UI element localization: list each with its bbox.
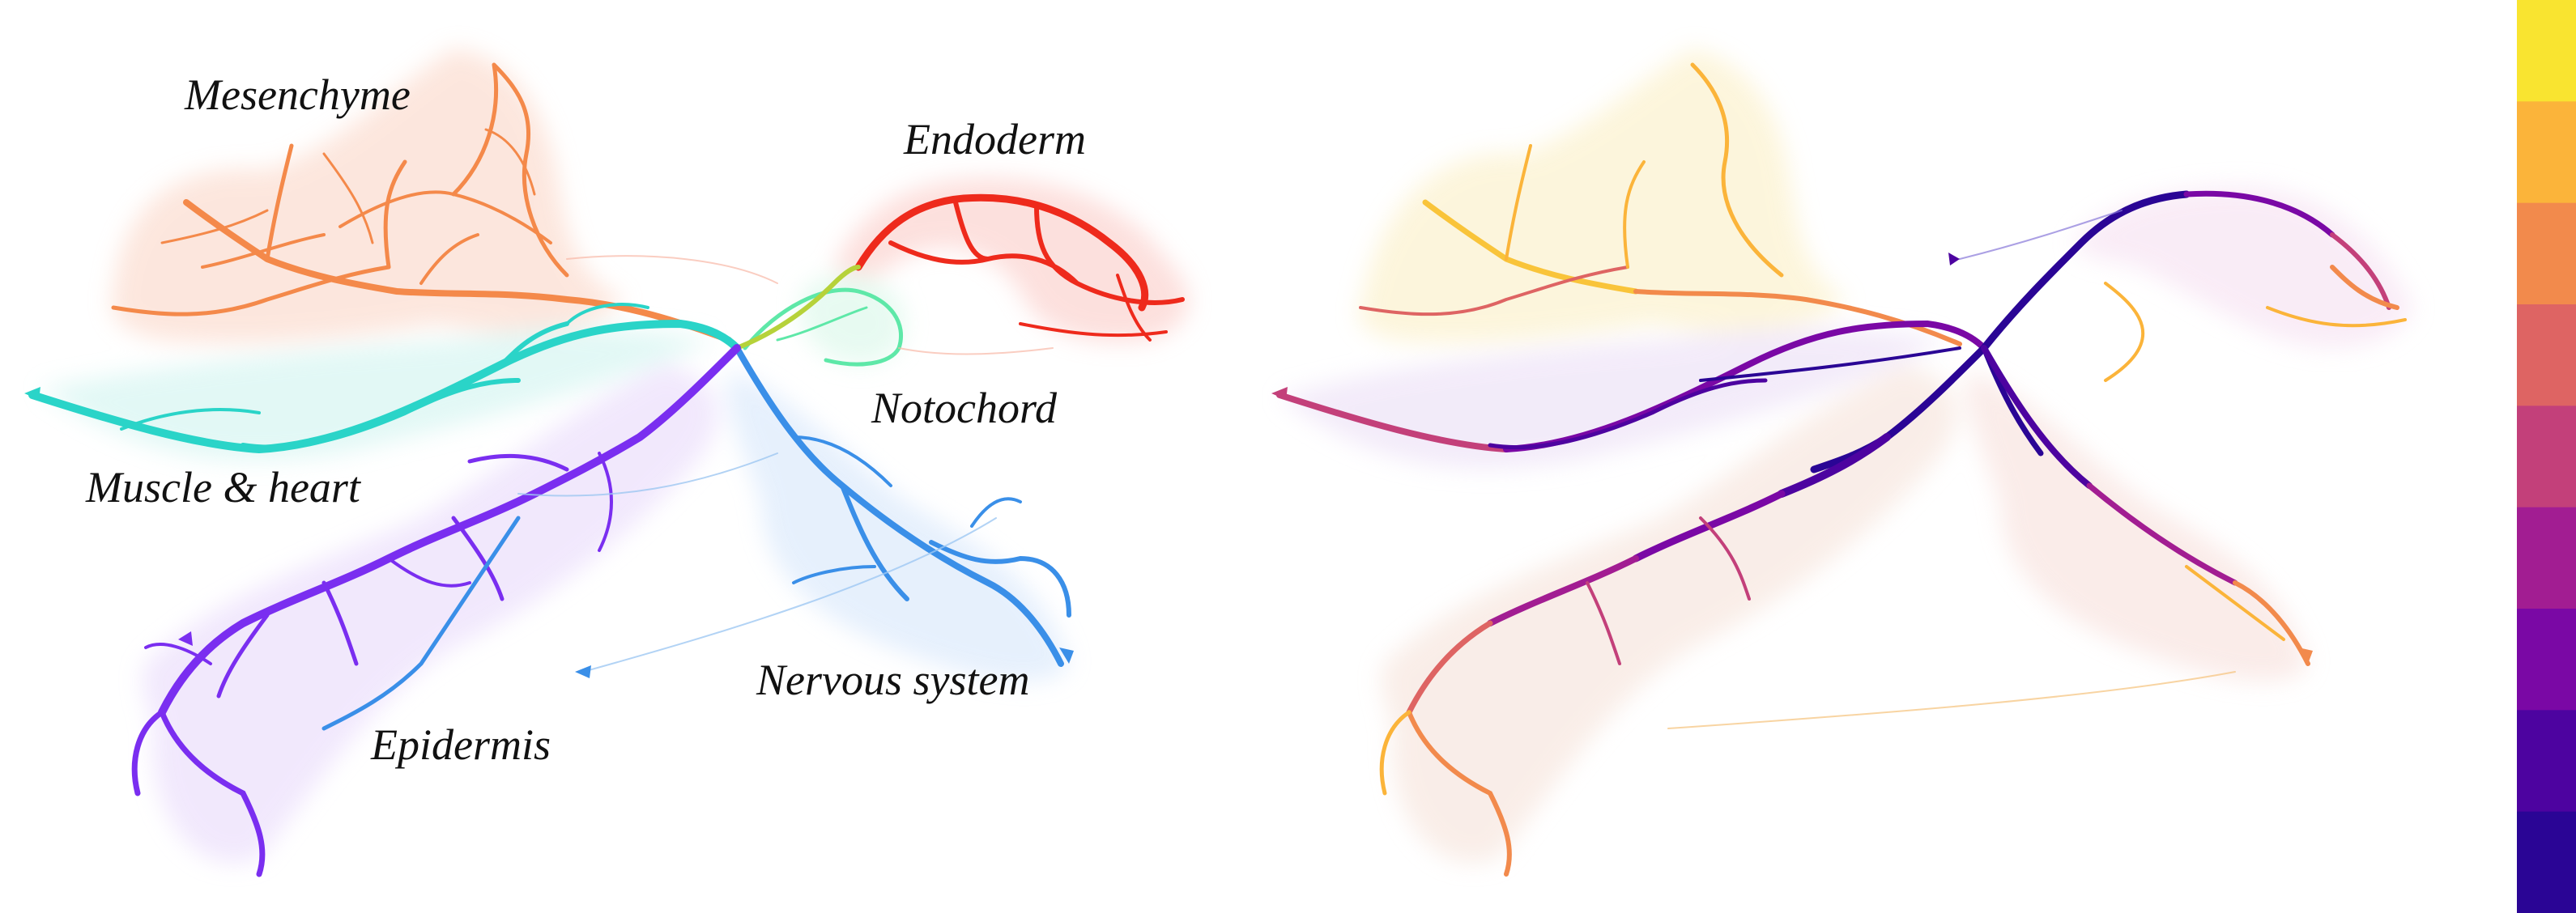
halo-muscle xyxy=(40,328,713,461)
pseudotime-colorbar xyxy=(2517,0,2576,913)
arrowhead xyxy=(1059,648,1074,664)
right-panel-pseudotime-colored xyxy=(1271,49,2413,877)
halo-lower-arm xyxy=(1381,364,1957,863)
arrowhead xyxy=(575,665,591,678)
label-nervous-system: Nervous system xyxy=(756,656,1029,704)
edge-trunk-endoderm xyxy=(734,265,861,350)
arrowhead xyxy=(2298,648,2313,664)
colorbar-segment xyxy=(2517,101,2576,204)
edges-notochord xyxy=(743,287,904,367)
edges-lower-left xyxy=(1379,433,1891,877)
halo-epidermis xyxy=(142,364,718,863)
edges-muscle-heart xyxy=(28,303,741,454)
lineage-edges xyxy=(28,62,1185,877)
halo-mesenchyme xyxy=(111,49,624,343)
colorbar-segment xyxy=(2517,406,2576,508)
edges-endoderm xyxy=(854,193,1185,342)
halo-left-arm xyxy=(1279,328,1944,469)
label-notochord: Notochord xyxy=(871,384,1058,432)
halo-notochord xyxy=(800,274,905,364)
colorbar-segment xyxy=(2517,609,2576,711)
arrowhead xyxy=(24,387,40,400)
edges-right-top xyxy=(2104,190,2407,382)
left-panel-lineage-colored: Mesenchyme Endoderm Notochord Muscle & h… xyxy=(24,49,1189,877)
halo-yellow-top xyxy=(1358,49,1846,343)
edge-epidermis-blue xyxy=(321,516,521,731)
edges-left-arm xyxy=(1276,320,1987,452)
halo-right-top xyxy=(2073,186,2413,348)
label-muscle-heart: Muscle & heart xyxy=(85,463,362,512)
colorbar-segment xyxy=(2517,202,2576,305)
colorbar-segment xyxy=(2517,811,2576,913)
edges-nervous xyxy=(734,345,1071,667)
colorbar-segment xyxy=(2517,710,2576,813)
colorbar-segment xyxy=(2517,0,2576,103)
arrowhead xyxy=(1948,253,1960,265)
edges-faint-warm xyxy=(566,255,1054,355)
arrowhead xyxy=(1271,387,1288,400)
label-endoderm: Endoderm xyxy=(903,115,1086,163)
edges-mesenchyme xyxy=(111,62,732,343)
edges-faint-right xyxy=(1667,210,2236,729)
arrow-markers-left xyxy=(24,387,1074,678)
edges-faint xyxy=(517,452,997,673)
halo-endoderm xyxy=(834,178,1189,342)
pseudotime-edges xyxy=(1276,62,2407,877)
edges-epidermis xyxy=(131,344,741,877)
label-epidermis: Epidermis xyxy=(370,720,551,769)
colorbar-segment xyxy=(2517,507,2576,609)
arrowhead xyxy=(178,631,193,646)
label-mesenchyme: Mesenchyme xyxy=(184,70,411,119)
arrow-markers-right xyxy=(1271,253,2313,664)
colorbar-segment xyxy=(2517,304,2576,407)
